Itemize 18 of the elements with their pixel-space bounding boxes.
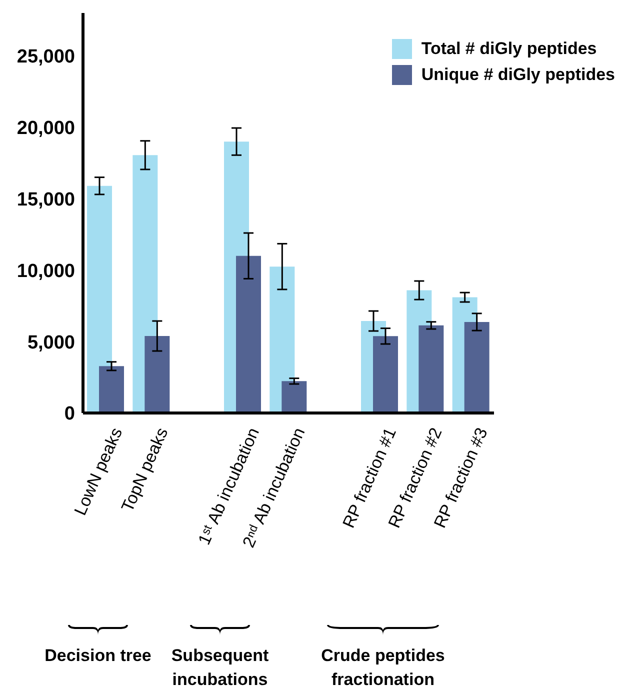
y-tick-label: 20,000 xyxy=(16,118,75,140)
bar xyxy=(282,381,307,413)
y-tick-label: 5,000 xyxy=(27,332,75,354)
legend-label: Unique # diGly peptides xyxy=(421,65,615,85)
y-tick-label: 10,000 xyxy=(16,260,75,282)
bar xyxy=(464,322,490,413)
bar xyxy=(373,336,398,413)
text: Decision tree xyxy=(44,646,152,665)
text: Crude peptides fractionation xyxy=(320,645,446,691)
y-tick-label: 25,000 xyxy=(16,46,75,68)
bar xyxy=(236,256,261,413)
bar xyxy=(144,336,170,413)
bar xyxy=(99,366,124,413)
y-tick-label: 0 xyxy=(64,404,75,425)
text: Subsequent incubations xyxy=(171,646,269,689)
legend-label: Total # diGly peptides xyxy=(421,39,597,59)
bar xyxy=(418,325,444,413)
y-tick-label: 15,000 xyxy=(16,189,75,210)
